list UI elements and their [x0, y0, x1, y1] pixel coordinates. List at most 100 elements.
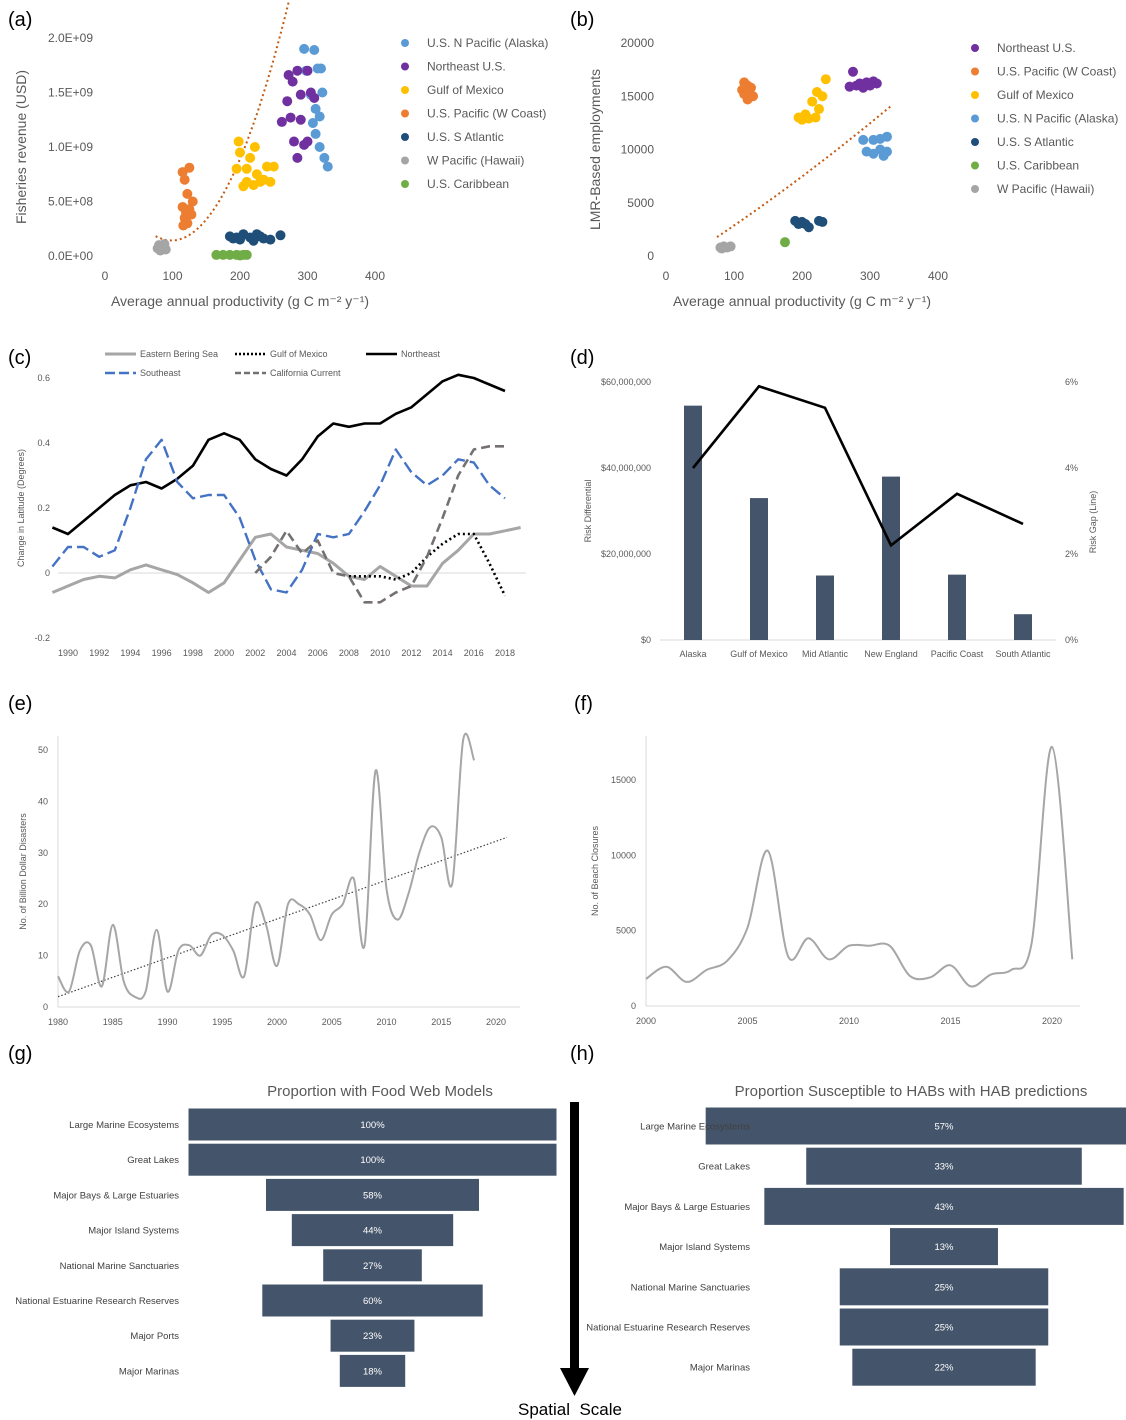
data-point [882, 131, 892, 142]
funnel-bar [329, 1318, 416, 1353]
y-tick-label: $20,000,000 [601, 549, 651, 559]
category-label: National Estuarine Research Reserves [15, 1296, 179, 1307]
bar-value-label: 100% [360, 1120, 385, 1131]
chart-e-disasters: 0 10 20 30 40 50 1980 1985 1990 1995 2000 2005 2010 2… [18, 732, 520, 1027]
category-label: Large Marine Ecosystems [640, 1122, 750, 1133]
data-point [245, 152, 256, 163]
series-line [51, 373, 506, 536]
data-point [803, 222, 814, 233]
data-point [820, 74, 831, 85]
legend-label: U.S. N Pacific (Alaska) [427, 36, 548, 50]
chart-h-hab-funnel: Proportion Susceptible to HABs with HAB … [586, 1083, 1126, 1387]
panel-label-d: (d) [570, 347, 594, 369]
category-label: National Estuarine Research Reserves [586, 1323, 750, 1334]
legend-label: U.S. Pacific (W Coast) [427, 107, 546, 121]
data-point [810, 112, 821, 123]
category-label: Major Bays & Large Estuaries [624, 1202, 750, 1213]
x-tick-label: 2016 [464, 648, 484, 658]
bar [1014, 614, 1032, 640]
x-tick-label: 2002 [245, 648, 265, 658]
category-label: National Marine Sanctuaries [60, 1261, 180, 1272]
x-tick-label: 1994 [120, 648, 140, 658]
data-point [310, 103, 321, 114]
legend-label: Southeast [140, 368, 181, 378]
category-label: Major Marinas [690, 1363, 750, 1374]
y-tick-label: 50 [38, 745, 48, 755]
data-point [268, 161, 279, 172]
legend-marker [401, 62, 409, 71]
legend-label: California Current [270, 368, 341, 378]
data-point [249, 142, 260, 152]
x-tick-label: 400 [365, 269, 385, 283]
data-point [241, 163, 252, 174]
legend-marker [971, 185, 979, 193]
y-tick-label: 10 [38, 951, 48, 961]
y-tick-label: 20000 [621, 36, 655, 50]
data-point [184, 162, 195, 173]
legend-label: U.S. S Atlantic [997, 135, 1074, 149]
y-tick-label: 0.0E+00 [48, 249, 93, 263]
data-point [322, 161, 333, 172]
funnel-bar [322, 1248, 423, 1283]
category-label: Alaska [679, 649, 706, 659]
y-axis-label: Risk Differential [583, 480, 593, 543]
data-point [817, 91, 828, 102]
series-line [57, 732, 476, 1000]
category-label: Great Lakes [127, 1155, 179, 1166]
data-point [316, 63, 326, 74]
x-tick-label: 0 [102, 269, 109, 283]
legend-marker [971, 114, 979, 123]
series-line [51, 526, 521, 594]
legend-label: U.S. Caribbean [997, 159, 1079, 173]
x-tick-label: 300 [860, 269, 880, 283]
legend-marker [401, 180, 409, 188]
data-point [287, 76, 298, 87]
bar-value-label: 27% [363, 1261, 383, 1272]
legend-label: U.S. Caribbean [427, 177, 509, 191]
x-tick-label: 200 [792, 269, 812, 283]
chart-g-food-web-funnel: Proportion with Food Web Models 100% Large… [15, 1083, 558, 1388]
bar [750, 498, 768, 640]
data-point [807, 96, 818, 107]
chart-d-risk: $0 $20,000,000 $40,000,000 $60,000,000 0% 2% 4… [583, 377, 1098, 659]
x-axis-label: Average annual productivity (g C m⁻² y⁻¹… [673, 293, 931, 309]
data-point [817, 216, 828, 227]
legend-label: Gulf of Mexico [427, 83, 504, 97]
category-label: Major Island Systems [659, 1242, 750, 1253]
data-point [235, 250, 245, 261]
data-point [780, 237, 790, 248]
y-tick-label: 0.4 [37, 438, 50, 448]
trendline [716, 105, 892, 238]
y-tick-label: 1.0E+09 [48, 140, 93, 154]
data-point [187, 196, 198, 207]
data-point [307, 118, 318, 129]
legend-label: W Pacific (Hawaii) [427, 154, 524, 168]
data-point [255, 231, 266, 242]
bar-value-label: 43% [934, 1202, 954, 1213]
funnel-bar [187, 1107, 558, 1142]
data-point [235, 147, 245, 158]
chart-f-beach-closures: 0 5000 10000 15000 2000 2005 2010 2015 2020 No. o… [590, 736, 1080, 1026]
y-tick-label: $0 [641, 635, 651, 645]
data-point [152, 243, 163, 254]
y2-tick-label: 6% [1065, 377, 1078, 387]
data-point [309, 44, 320, 55]
data-point [848, 66, 858, 77]
legend-marker [971, 67, 979, 76]
bar-value-label: 22% [934, 1363, 954, 1374]
y-tick-label: 30 [38, 848, 48, 858]
y-tick-label: 5000 [616, 926, 636, 936]
x-tick-label: 400 [928, 269, 948, 283]
data-point [716, 243, 727, 254]
x-tick-label: 2005 [737, 1016, 757, 1026]
panel-label-h: (h) [570, 1043, 594, 1065]
data-point [178, 220, 189, 231]
legend-marker [401, 133, 409, 141]
x-tick-label: 1990 [58, 648, 78, 658]
bar-value-label: 13% [934, 1242, 954, 1253]
data-point [302, 136, 313, 147]
funnel-bar [187, 1142, 558, 1177]
y-tick-label: 1.5E+09 [48, 86, 93, 100]
bar-value-label: 100% [360, 1155, 385, 1166]
y-axis-label: LMR-Based employments [587, 69, 603, 230]
